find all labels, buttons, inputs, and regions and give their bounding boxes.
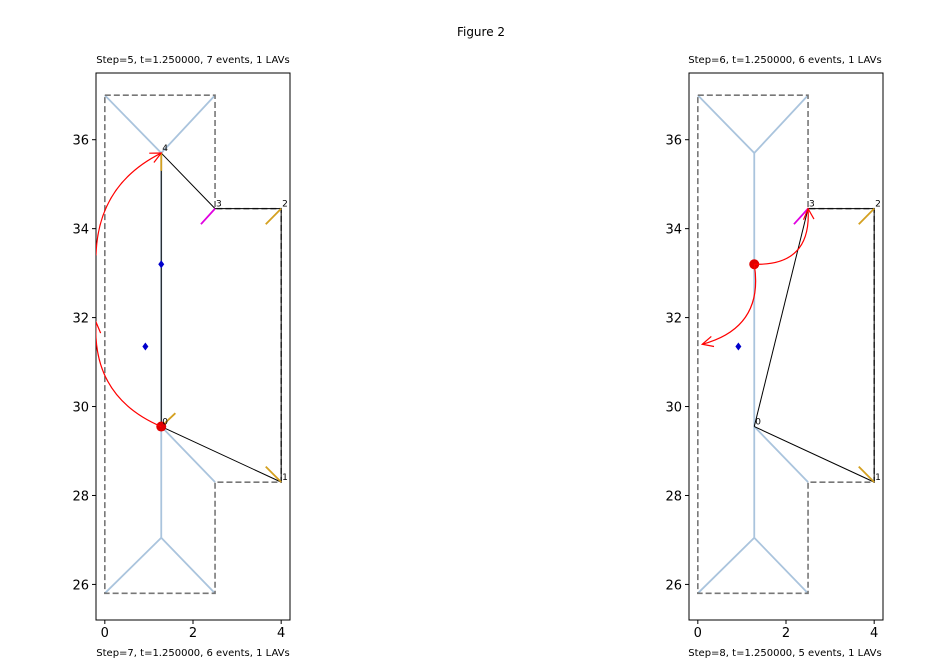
y-tick-label: 26 <box>72 578 89 593</box>
lav-line <box>754 426 875 483</box>
vertex-label: 0 <box>755 418 761 428</box>
bisector <box>858 465 875 483</box>
event-marker <box>142 342 149 351</box>
event-arrow <box>754 208 809 265</box>
y-tick-label: 32 <box>665 312 682 327</box>
plot-body <box>96 94 282 595</box>
y-tick-label: 30 <box>665 401 682 416</box>
subplot-title-2: Step=6, t=1.250000, 6 events, 1 LAVs <box>688 55 881 66</box>
event-arrow <box>96 152 162 256</box>
skeleton-line <box>753 94 809 154</box>
bottom-subplot-title-1: Step=7, t=1.250000, 6 events, 1 LAVs <box>96 648 289 659</box>
event-arrowhead <box>802 207 815 220</box>
skeleton-line <box>697 94 755 154</box>
event-arrowhead <box>700 335 715 348</box>
vertex-label: 3 <box>216 200 222 210</box>
lav-line <box>753 208 809 427</box>
bisector <box>265 465 282 483</box>
bottom-subplot-title-2: Step=8, t=1.250000, 5 events, 1 LAVs <box>688 648 881 659</box>
vertex-label: 2 <box>282 200 288 210</box>
bisector <box>858 208 875 225</box>
event-arrowhead <box>149 152 163 163</box>
subplot-title-1: Step=5, t=1.250000, 7 events, 1 LAVs <box>96 55 289 66</box>
x-tick-label: 0 <box>694 626 702 641</box>
y-tick-label: 36 <box>665 134 682 149</box>
polygon-outline <box>104 94 282 595</box>
y-tick-label: 28 <box>665 489 682 504</box>
event-arrow <box>96 322 162 428</box>
x-tick-label: 0 <box>101 626 109 641</box>
bisector <box>793 208 809 225</box>
plot-body <box>697 94 875 595</box>
skeleton-line <box>697 537 755 594</box>
lav-line <box>160 152 216 209</box>
skeleton-line <box>104 537 162 594</box>
skeleton-line <box>160 537 216 594</box>
skeleton-line <box>160 425 216 483</box>
bisector <box>265 208 282 225</box>
axes-frame <box>95 72 291 621</box>
vertex-label: 1 <box>875 473 881 483</box>
axes-frame <box>688 72 884 621</box>
skeleton-line <box>753 425 809 483</box>
y-tick-label: 36 <box>72 134 89 149</box>
y-tick-label: 34 <box>665 223 682 238</box>
skeleton-line <box>753 537 809 594</box>
x-tick-label: 2 <box>189 626 197 641</box>
y-tick-label: 34 <box>72 223 89 238</box>
vertex-label: 3 <box>809 200 815 210</box>
event-arrow <box>702 264 757 345</box>
x-tick-label: 4 <box>277 626 285 641</box>
event-marker <box>158 260 165 269</box>
event-arrowhead <box>96 320 102 334</box>
polygon-outline <box>697 94 875 595</box>
y-tick-label: 28 <box>72 489 89 504</box>
vertex-label: 4 <box>162 144 168 154</box>
event-marker <box>735 342 742 351</box>
lav-line <box>161 426 282 483</box>
vertex-label: 1 <box>282 473 288 483</box>
skeleton-line <box>104 94 162 154</box>
vertex-label: 0 <box>162 418 168 428</box>
vertex-label: 2 <box>875 200 881 210</box>
x-tick-label: 2 <box>782 626 790 641</box>
x-tick-label: 4 <box>870 626 878 641</box>
y-tick-label: 26 <box>665 578 682 593</box>
y-tick-label: 30 <box>72 401 89 416</box>
figure-title: Figure 2 <box>457 25 505 39</box>
y-tick-label: 32 <box>72 312 89 327</box>
skeleton-line <box>160 94 216 154</box>
bisector <box>200 208 216 225</box>
